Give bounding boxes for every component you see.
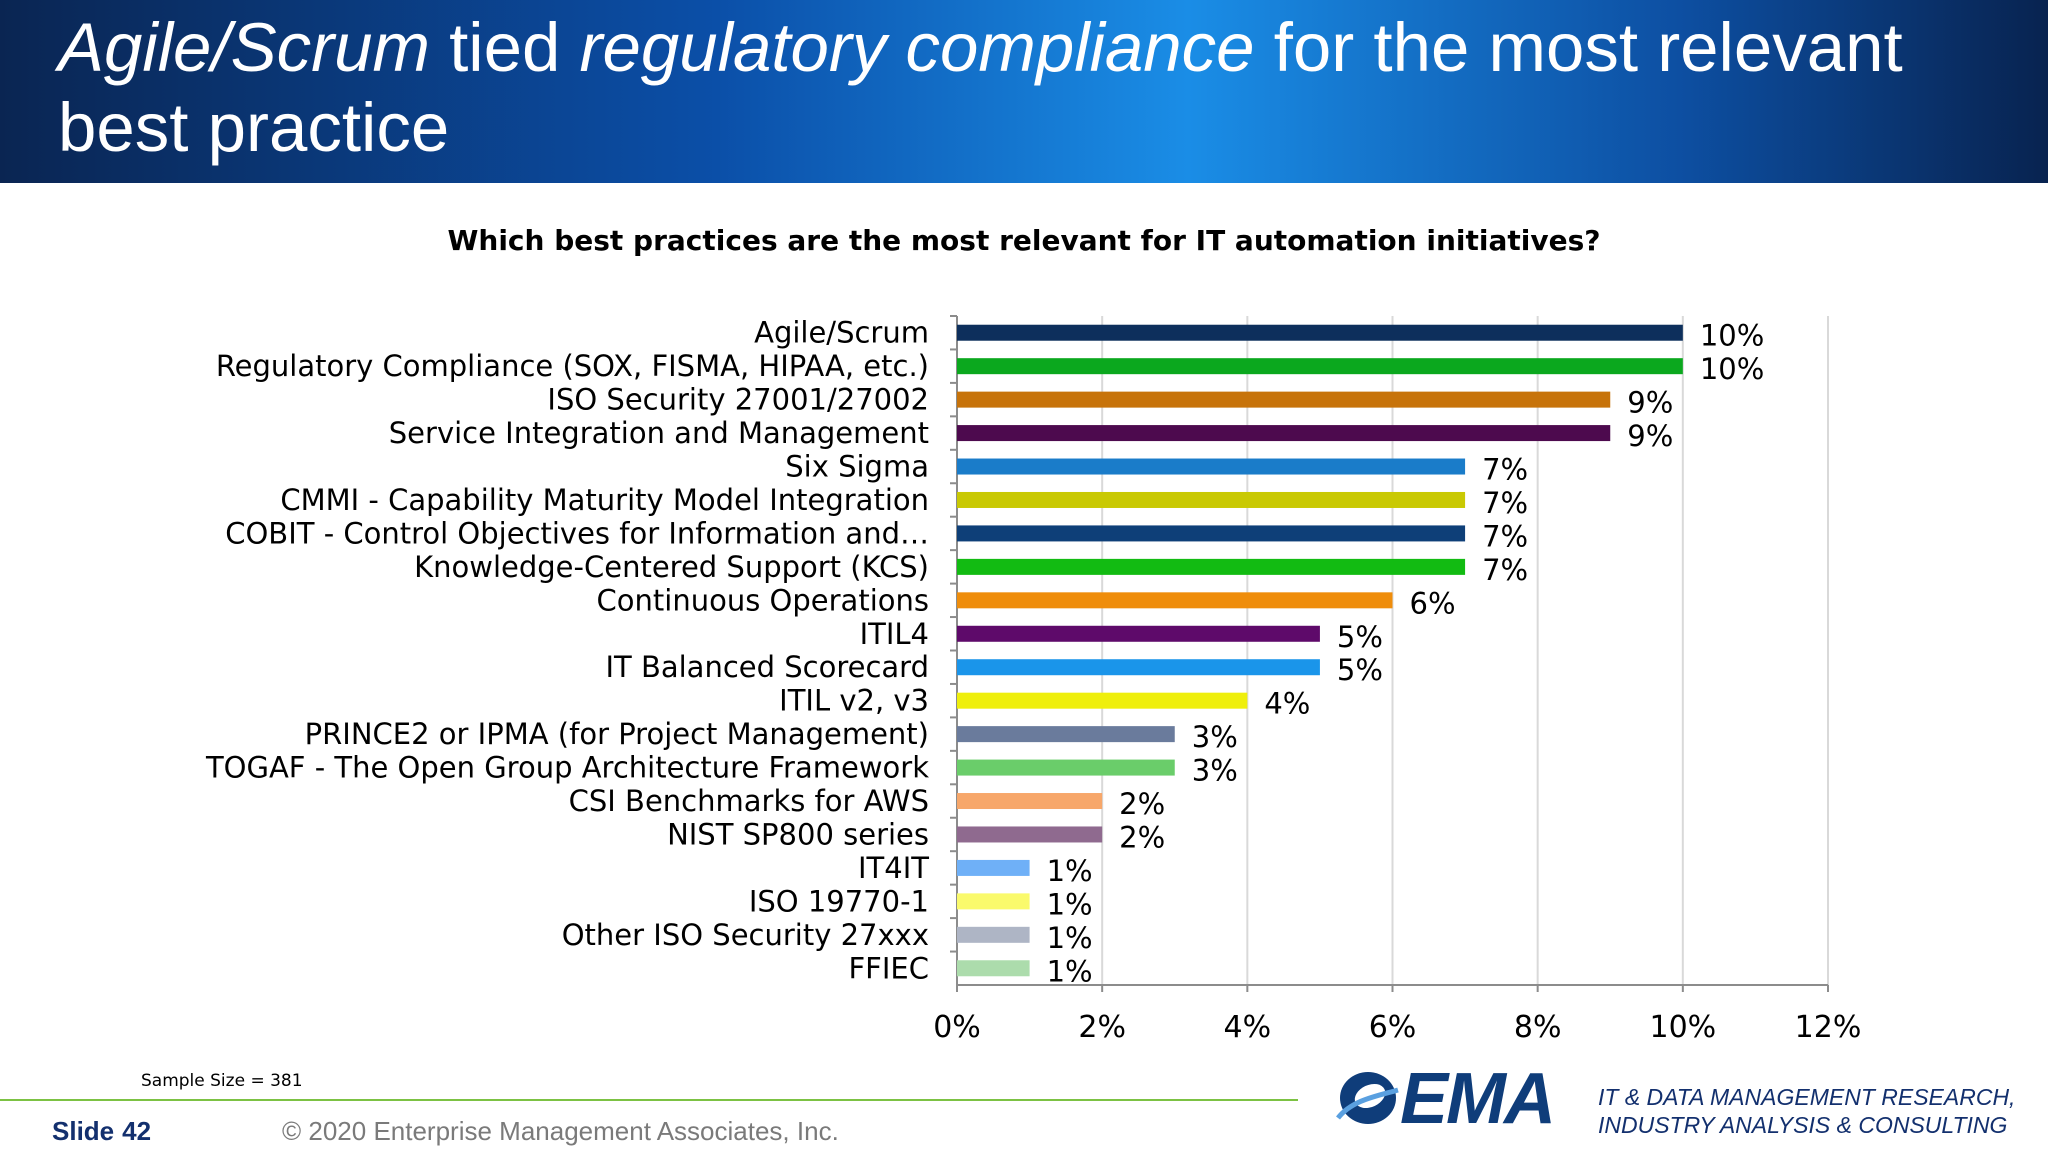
value-label: 7% xyxy=(1482,453,1528,487)
value-label: 5% xyxy=(1337,620,1383,654)
tagline-line1: IT & DATA MANAGEMENT RESEARCH, xyxy=(1598,1084,2016,1110)
bar xyxy=(957,458,1466,475)
bar xyxy=(957,324,1683,341)
category-label: CSI Benchmarks for AWS xyxy=(569,784,929,818)
x-tick-label: 0% xyxy=(933,1010,981,1045)
category-label: ISO Security 27001/27002 xyxy=(547,383,929,417)
category-label: TOGAF - The Open Group Architecture Fram… xyxy=(205,751,929,785)
value-label: 1% xyxy=(1047,921,1093,955)
value-label: 10% xyxy=(1700,319,1764,353)
bar xyxy=(957,659,1320,676)
copyright-notice: © 2020 Enterprise Management Associates,… xyxy=(282,1116,839,1146)
x-tick-label: 4% xyxy=(1224,1010,1272,1045)
category-label: COBIT - Control Objectives for Informati… xyxy=(225,516,929,550)
category-label: Agile/Scrum xyxy=(754,316,929,350)
bar xyxy=(957,960,1030,977)
x-tick-label: 8% xyxy=(1514,1010,1562,1045)
chart-title: Which best practices are the most releva… xyxy=(447,224,1601,257)
category-label: Knowledge-Centered Support (KCS) xyxy=(414,550,929,584)
slide-word: Slide xyxy=(52,1116,115,1146)
category-label: ITIL v2, v3 xyxy=(779,684,929,718)
header-banner: Agile/Scrum tied regulatory compliance f… xyxy=(0,0,2048,183)
value-label: 1% xyxy=(1047,954,1093,988)
slide-number: 42 xyxy=(122,1116,152,1146)
x-tick-label: 12% xyxy=(1795,1010,1862,1045)
bar xyxy=(957,358,1683,375)
x-tick-label: 6% xyxy=(1369,1010,1417,1045)
category-label: IT4IT xyxy=(858,851,929,885)
value-label: 6% xyxy=(1410,586,1456,620)
bar xyxy=(957,491,1466,508)
bar xyxy=(957,592,1393,609)
title-part-tied: tied xyxy=(429,9,580,86)
category-label: CMMI - Capability Maturity Model Integra… xyxy=(280,483,929,517)
sample-size: Sample Size = 381 xyxy=(141,1071,303,1091)
bar xyxy=(957,692,1248,709)
category-label: Regulatory Compliance (SOX, FISMA, HIPAA… xyxy=(216,349,929,383)
bar xyxy=(957,391,1611,408)
tagline-line2: INDUSTRY ANALYSIS & CONSULTING xyxy=(1598,1112,2008,1138)
bar xyxy=(957,625,1320,642)
title-part-agile: Agile/Scrum xyxy=(58,9,430,86)
category-label: ITIL4 xyxy=(860,617,929,651)
category-label: Continuous Operations xyxy=(597,583,929,617)
category-label: IT Balanced Scorecard xyxy=(605,650,929,684)
bar xyxy=(957,793,1103,810)
bar xyxy=(957,926,1030,943)
value-label: 7% xyxy=(1482,553,1528,587)
bar xyxy=(957,558,1466,575)
bar xyxy=(957,859,1030,876)
value-label: 3% xyxy=(1192,754,1238,788)
logo-text: EMA xyxy=(1400,1059,1556,1139)
category-label: ISO 19770-1 xyxy=(749,884,929,918)
bar xyxy=(957,893,1030,910)
x-tick-label: 10% xyxy=(1649,1010,1716,1045)
bar xyxy=(957,826,1103,843)
value-label: 7% xyxy=(1482,519,1528,553)
bar-chart: 0% 2% 4% 6% 8% 10% 12% Agile/Scrum 10% Regulatory… xyxy=(205,315,1862,1045)
value-label: 2% xyxy=(1119,787,1165,821)
title-part-rest: for the most relevant best practice xyxy=(58,9,1903,166)
category-label: NIST SP800 series xyxy=(667,817,929,851)
category-label: Other ISO Security 27xxx xyxy=(562,918,929,952)
value-label: 10% xyxy=(1700,352,1764,386)
slide-number-label: Slide 42 xyxy=(52,1116,151,1147)
category-label: Service Integration and Management xyxy=(389,416,929,450)
slide-title: Agile/Scrum tied regulatory compliance f… xyxy=(58,8,2018,168)
value-label: 9% xyxy=(1627,419,1673,453)
title-part-regulatory: regulatory compliance xyxy=(579,9,1255,86)
value-label: 5% xyxy=(1337,653,1383,687)
x-tick-label: 2% xyxy=(1078,1010,1126,1045)
ema-swoosh-icon xyxy=(1336,1072,1399,1124)
bar xyxy=(957,425,1611,442)
bar xyxy=(957,726,1175,743)
category-label: FFIEC xyxy=(849,951,930,985)
category-label: PRINCE2 or IPMA (for Project Management) xyxy=(305,717,929,751)
tagline: IT & DATA MANAGEMENT RESEARCH, INDUSTRY … xyxy=(1598,1083,2038,1139)
category-label: Six Sigma xyxy=(785,450,929,484)
value-label: 4% xyxy=(1264,687,1310,721)
bar xyxy=(957,759,1175,776)
value-label: 9% xyxy=(1627,386,1673,420)
value-label: 7% xyxy=(1482,486,1528,520)
value-label: 1% xyxy=(1047,887,1093,921)
footer-divider xyxy=(0,1099,1298,1101)
ema-logo: EMA xyxy=(1332,1058,1572,1139)
value-label: 1% xyxy=(1047,854,1093,888)
bar xyxy=(957,525,1466,542)
value-label: 3% xyxy=(1192,720,1238,754)
value-label: 2% xyxy=(1119,820,1165,854)
